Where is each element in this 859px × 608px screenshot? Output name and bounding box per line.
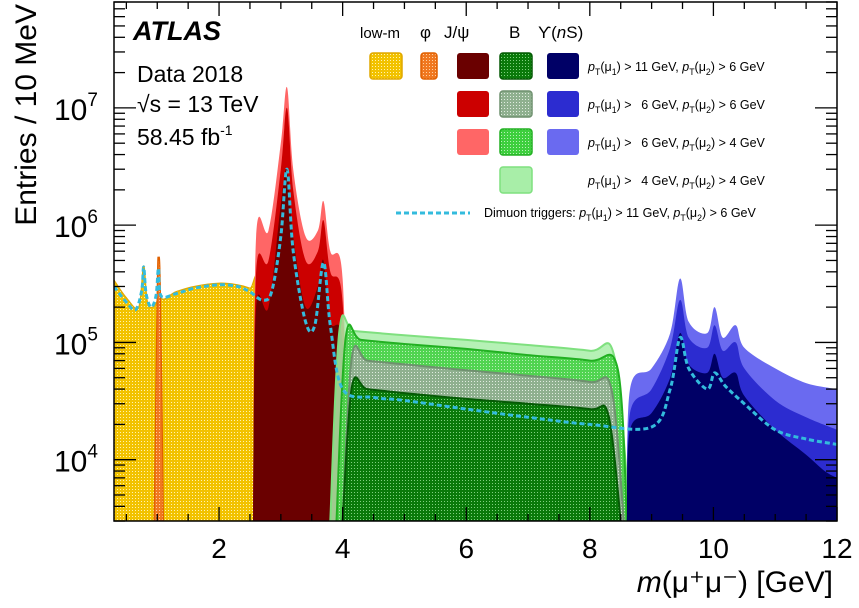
legend-swatch-upsilon-1 <box>547 53 579 79</box>
plot-frame <box>113 1 838 522</box>
x-tick-label: 10 <box>698 533 729 564</box>
plot-area <box>114 87 837 521</box>
legend-column-header: ϒ(nS) <box>538 23 583 42</box>
x-axis-title: m(μ⁺μ⁻) [GeV] <box>637 566 833 599</box>
dataset-label: Data 2018 <box>137 61 243 87</box>
x-tick-label: 8 <box>582 533 598 564</box>
legend-swatch-b-1 <box>499 52 533 80</box>
legend-swatch-upsilon-3 <box>547 129 579 155</box>
x-tick-label: 12 <box>821 533 852 564</box>
legend-swatch-low-m <box>369 52 403 80</box>
legend-column-header: φ <box>420 23 431 42</box>
legend-column-header: B <box>509 23 520 42</box>
legend-swatch-jpsi-1 <box>457 53 489 79</box>
legend-swatch-jpsi-3 <box>457 129 489 155</box>
legend-swatch-upsilon-2 <box>547 91 579 117</box>
legend-column-header: low-m <box>360 25 400 42</box>
legend-swatch-phi <box>420 52 438 80</box>
axes: 2 4 6 8 10 12 104 105 106 107 <box>54 1 853 564</box>
legend-swatch-jpsi-2 <box>457 91 489 117</box>
legend-swatch-b-4 <box>499 166 533 194</box>
area-low-m <box>114 261 266 521</box>
legend-swatch-b-2 <box>499 90 533 118</box>
area-phi <box>153 256 164 521</box>
atlas-label: ATLAS <box>132 16 221 46</box>
legend-dimuon-label: Dimuon triggers: pT(μ1) > 11 GeV, pT(μ2)… <box>484 206 756 223</box>
area-b-tier-1 <box>341 376 622 521</box>
legend-row-label: pT(μ1) > 6 GeV, pT(μ2) > 6 GeV <box>587 98 766 115</box>
x-tick-label: 6 <box>458 533 474 564</box>
legend: low-m φ J/ψ B ϒ(nS) pT(μ1) > 11 GeV, pT(μ2) >… <box>360 23 766 223</box>
legend-row-label: pT(μ1) > 6 GeV, pT(μ2) > 4 GeV <box>587 136 766 153</box>
energy-label: √s = 13 TeV <box>137 91 259 117</box>
legend-swatch-b-3 <box>499 128 533 156</box>
legend-row-label: pT(μ1) > 11 GeV, pT(μ2) > 6 GeV <box>587 60 765 77</box>
y-tick-label: 106 <box>54 207 98 244</box>
legend-row-label: pT(μ1) > 4 GeV, pT(μ2) > 4 GeV <box>587 174 766 191</box>
area-upsilon-tier-1 <box>626 333 837 521</box>
y-axis-title: Entries / 10 MeV <box>10 4 43 226</box>
y-tick-label: 104 <box>54 442 98 479</box>
x-tick-label: 4 <box>335 533 351 564</box>
y-tick-label: 107 <box>54 90 98 127</box>
x-tick-label: 2 <box>211 533 227 564</box>
y-tick-label: 105 <box>54 324 98 361</box>
lumi-label: 58.45 fb-1 <box>137 122 233 150</box>
dimuon-trigger-line <box>114 167 837 446</box>
legend-column-header: J/ψ <box>444 23 469 42</box>
